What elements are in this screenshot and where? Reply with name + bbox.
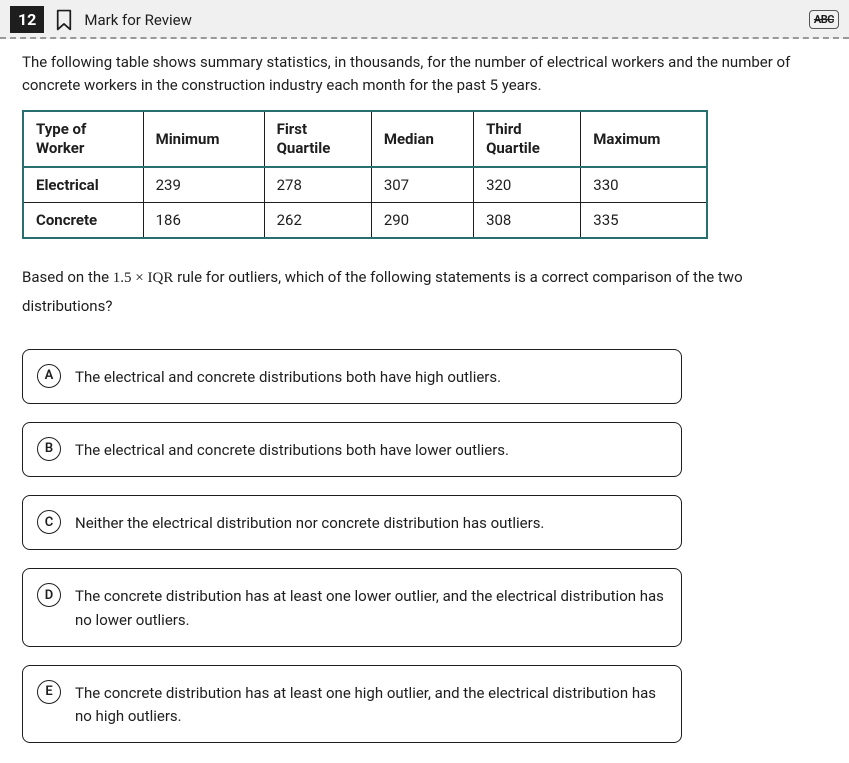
bookmark-icon[interactable] <box>54 9 74 31</box>
table-cell: 239 <box>143 167 264 203</box>
table-cell: 330 <box>581 167 707 203</box>
col-header: Type ofWorker <box>23 111 143 167</box>
col-header: FirstQuartile <box>264 111 371 167</box>
stats-table: Type ofWorker Minimum FirstQuartile Medi… <box>22 110 708 239</box>
table-cell: 262 <box>264 202 371 238</box>
table-cell: 307 <box>371 167 473 203</box>
table-cell: 186 <box>143 202 264 238</box>
mark-for-review-label[interactable]: Mark for Review <box>84 11 191 29</box>
choice-text: The concrete distribution has at least o… <box>75 680 665 729</box>
table-row: Electrical 239 278 307 320 330 <box>23 167 707 203</box>
answer-choices: A The electrical and concrete distributi… <box>22 349 827 744</box>
table-cell: Concrete <box>23 202 143 238</box>
col-header: Minimum <box>143 111 264 167</box>
choice-e[interactable]: E The concrete distribution has at least… <box>22 665 682 744</box>
table-cell: 308 <box>474 202 581 238</box>
choice-b[interactable]: B The electrical and concrete distributi… <box>22 422 682 477</box>
table-row: Concrete 186 262 290 308 335 <box>23 202 707 238</box>
question-header-bar: 12 Mark for Review ABC <box>0 0 849 39</box>
math-expression: 1.5 × IQR <box>113 270 174 286</box>
choice-letter: E <box>37 680 61 704</box>
col-header: Median <box>371 111 473 167</box>
question-intro: The following table shows summary statis… <box>22 51 827 96</box>
choice-letter: B <box>37 437 61 461</box>
choice-letter: A <box>37 364 61 388</box>
question-prompt: Based on the 1.5 × IQR rule for outliers… <box>22 263 827 321</box>
choice-letter: C <box>37 510 61 534</box>
table-cell: Electrical <box>23 167 143 203</box>
question-content: The following table shows summary statis… <box>0 39 849 763</box>
choice-text: The electrical and concrete distribution… <box>75 437 509 462</box>
choice-text: The concrete distribution has at least o… <box>75 583 665 632</box>
crossout-toggle[interactable]: ABC <box>809 10 839 29</box>
col-header: Maximum <box>581 111 707 167</box>
table-header-row: Type ofWorker Minimum FirstQuartile Medi… <box>23 111 707 167</box>
question-number: 12 <box>10 6 44 33</box>
table-cell: 278 <box>264 167 371 203</box>
table-cell: 335 <box>581 202 707 238</box>
choice-c[interactable]: C Neither the electrical distribution no… <box>22 495 682 550</box>
choice-a[interactable]: A The electrical and concrete distributi… <box>22 349 682 404</box>
choice-letter: D <box>37 583 61 607</box>
choice-d[interactable]: D The concrete distribution has at least… <box>22 568 682 647</box>
choice-text: Neither the electrical distribution nor … <box>75 510 544 535</box>
col-header: ThirdQuartile <box>474 111 581 167</box>
choice-text: The electrical and concrete distribution… <box>75 364 501 389</box>
table-cell: 290 <box>371 202 473 238</box>
table-cell: 320 <box>474 167 581 203</box>
